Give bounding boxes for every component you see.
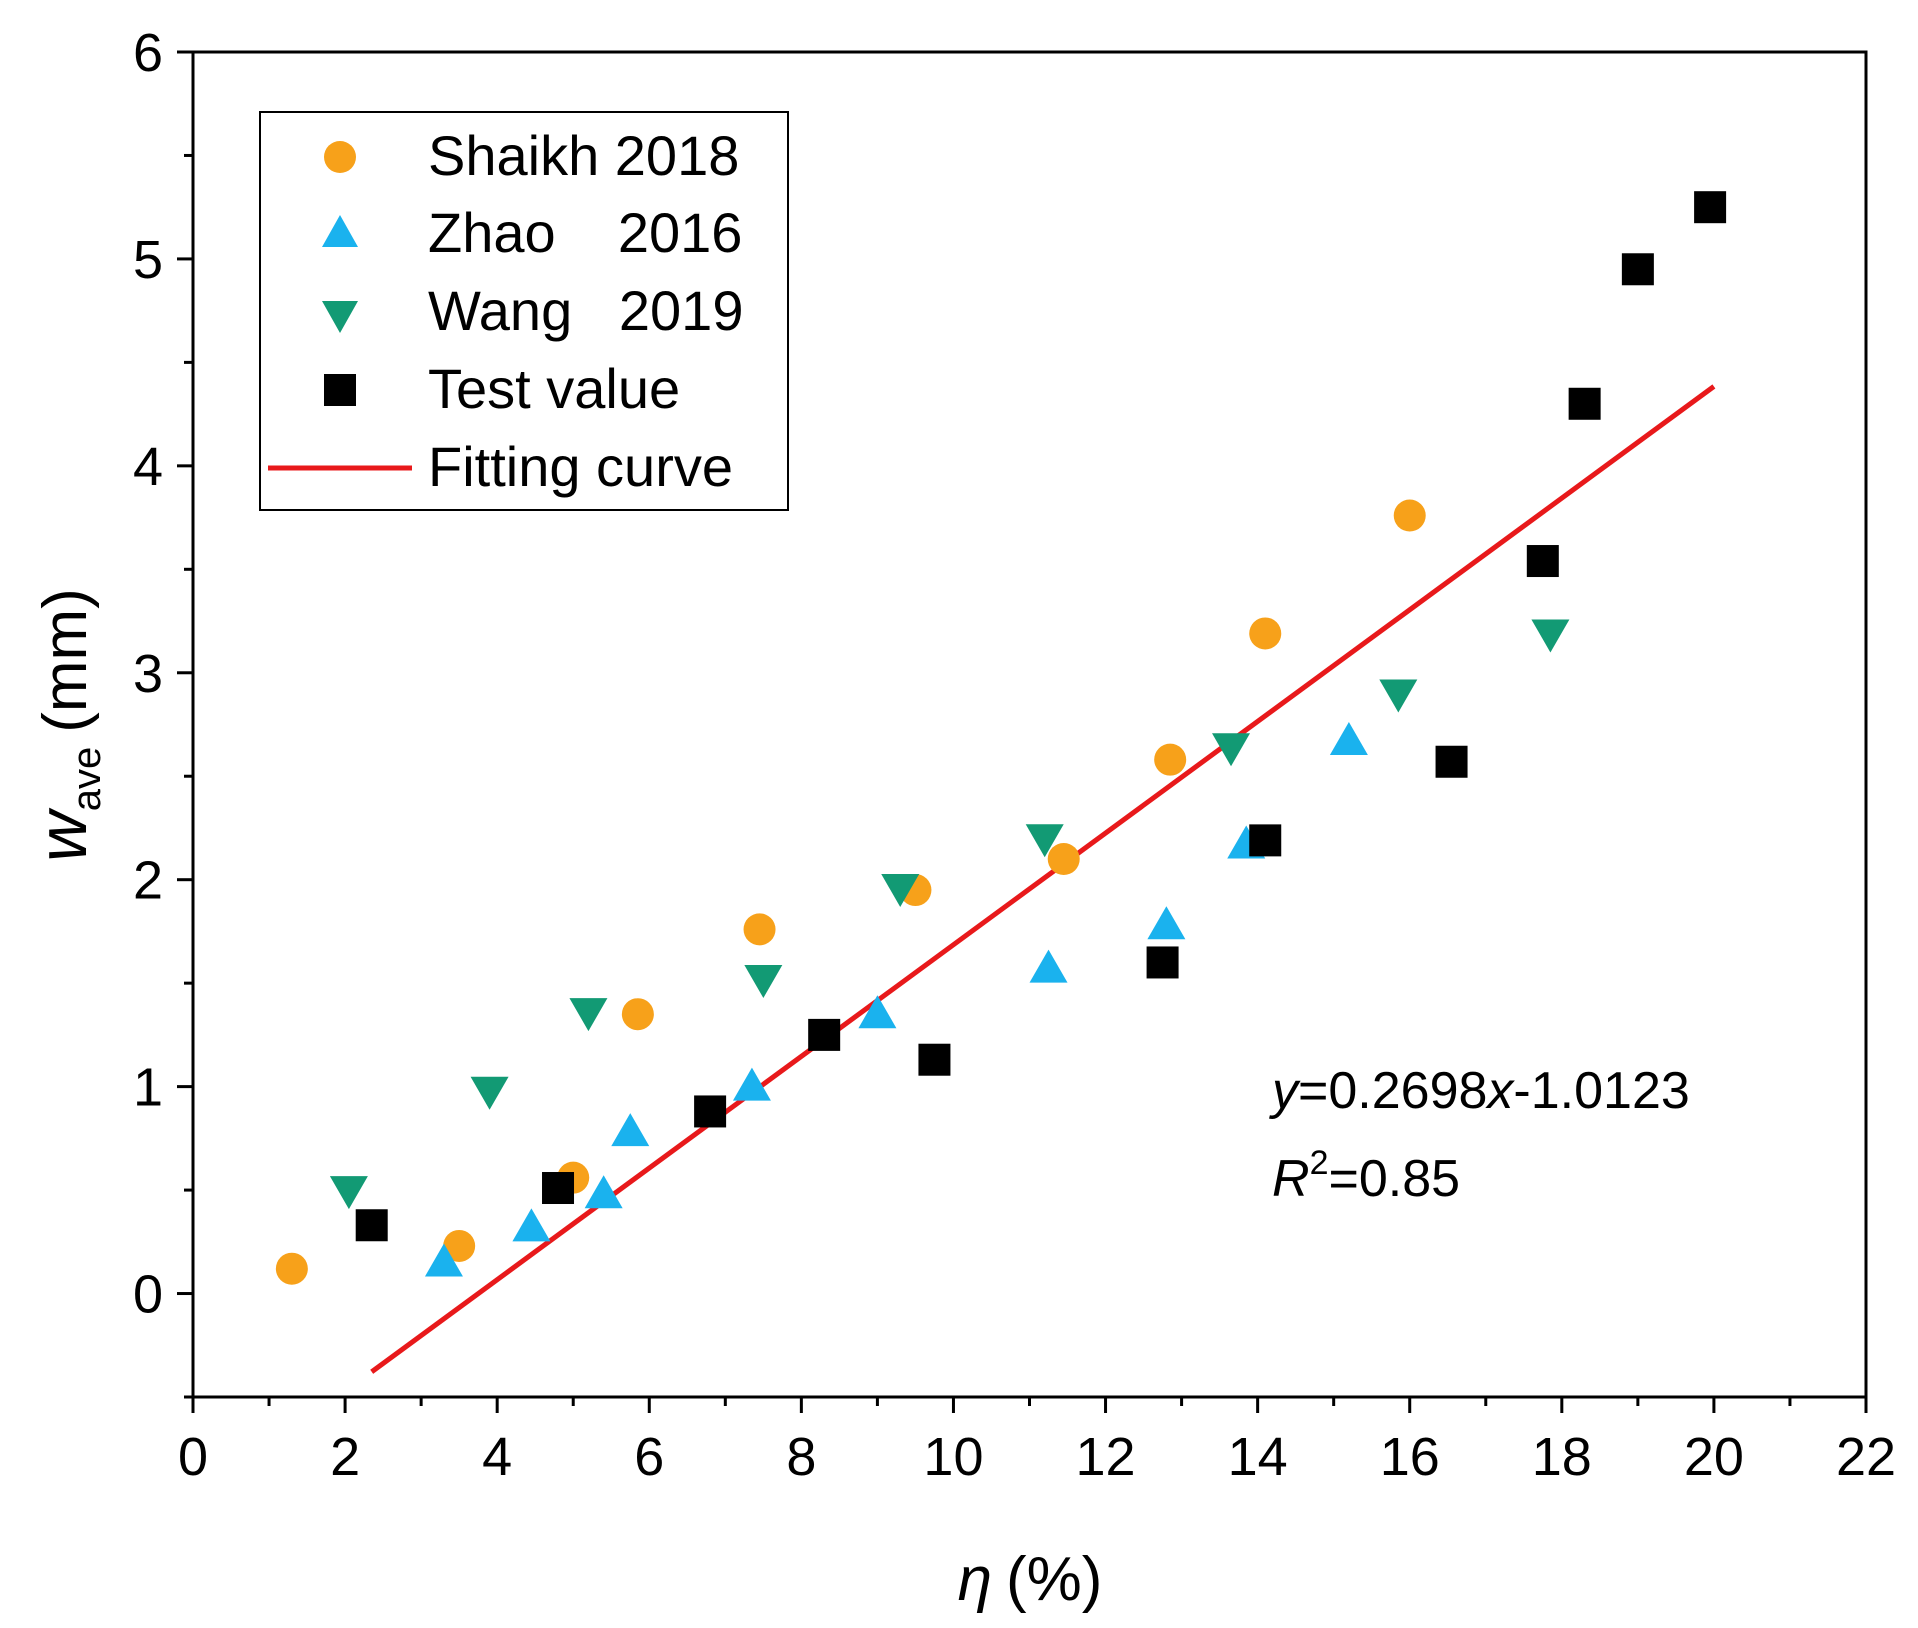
- point-test-0: [355, 1209, 388, 1242]
- point-shaikh-8: [1249, 617, 1282, 650]
- x-tick-label-8: 8: [786, 1427, 816, 1487]
- x-tick-label-10: 10: [923, 1427, 983, 1487]
- legend-marker-wang: [322, 301, 358, 333]
- point-test-1: [542, 1172, 575, 1205]
- x-tick-label-14: 14: [1228, 1427, 1288, 1487]
- y-tick-label-3: 3: [133, 644, 163, 704]
- legend: Shaikh 2018 Zhao 2016 Wang 2019 Test val…: [259, 111, 789, 511]
- point-zhao-9: [1329, 722, 1368, 756]
- point-wang-7: [1379, 679, 1418, 713]
- legend-label-zhao: Zhao 2016: [428, 201, 742, 264]
- x-tick-label-0: 0: [178, 1427, 208, 1487]
- point-test-2: [694, 1095, 727, 1128]
- point-wang-4: [881, 873, 920, 907]
- y-tick-label-0: 0: [133, 1265, 163, 1325]
- point-shaikh-1: [443, 1229, 476, 1262]
- y-tick-label-1: 1: [133, 1058, 163, 1118]
- legend-label-test: Test value: [428, 357, 680, 420]
- x-tick-label-20: 20: [1684, 1427, 1744, 1487]
- legend-marker-zhao: [322, 215, 358, 247]
- x-axis-title: η (%): [958, 1545, 1103, 1614]
- point-wang-3: [744, 965, 783, 999]
- point-test-11: [1694, 191, 1727, 224]
- x-tick-label-22: 22: [1836, 1427, 1896, 1487]
- legend-marker-test: [324, 374, 356, 406]
- fit-equation-annotation: y=0.2698x-1.0123 R2=0.85: [1269, 1062, 1690, 1208]
- point-wang-1: [470, 1076, 509, 1110]
- legend-marker-shaikh: [324, 141, 356, 173]
- point-test-3: [808, 1018, 841, 1051]
- y-tick-label-6: 6: [133, 23, 163, 83]
- equation-text: y=0.2698x-1.0123: [1269, 1062, 1690, 1120]
- point-test-7: [1435, 745, 1468, 778]
- point-zhao-3: [611, 1113, 650, 1147]
- y-tick-label-4: 4: [133, 437, 163, 497]
- point-wang-0: [329, 1176, 368, 1210]
- x-tick-label-12: 12: [1076, 1427, 1136, 1487]
- y-axis-title: wave(mm): [23, 588, 109, 862]
- point-zhao-7: [1147, 906, 1186, 940]
- data-series-layer: [275, 191, 1727, 1285]
- point-test-8: [1526, 545, 1559, 578]
- y-tick-label-5: 5: [133, 230, 163, 290]
- point-zhao-2: [584, 1175, 623, 1209]
- point-zhao-0: [424, 1243, 463, 1277]
- point-zhao-4: [732, 1067, 771, 1101]
- point-wang-8: [1531, 619, 1570, 653]
- point-shaikh-4: [743, 913, 776, 946]
- point-shaikh-3: [621, 998, 654, 1031]
- y-tick-label-2: 2: [133, 851, 163, 911]
- point-wang-5: [1025, 824, 1064, 858]
- x-tick-label-2: 2: [330, 1427, 360, 1487]
- legend-label-wang: Wang 2019: [428, 279, 743, 342]
- r-squared-text: R2=0.85: [1272, 1144, 1460, 1208]
- legend-label-fit: Fitting curve: [428, 435, 733, 498]
- point-wang-2: [569, 998, 608, 1032]
- point-test-6: [1249, 824, 1282, 857]
- point-test-4: [918, 1043, 951, 1076]
- x-tick-label-4: 4: [482, 1427, 512, 1487]
- point-shaikh-6: [1047, 843, 1080, 875]
- point-zhao-5: [858, 995, 897, 1029]
- point-test-5: [1146, 946, 1179, 979]
- point-test-9: [1568, 387, 1601, 420]
- point-shaikh-9: [1393, 499, 1426, 532]
- x-tick-label-18: 18: [1532, 1427, 1592, 1487]
- point-test-10: [1621, 253, 1654, 286]
- point-shaikh-7: [1154, 743, 1187, 776]
- fitting-curve-line: [370, 384, 1716, 1374]
- point-shaikh-0: [275, 1252, 308, 1285]
- point-wang-6: [1212, 733, 1251, 767]
- x-tick-label-16: 16: [1380, 1427, 1440, 1487]
- point-zhao-6: [1029, 949, 1068, 983]
- point-zhao-1: [512, 1208, 551, 1242]
- x-tick-label-6: 6: [634, 1427, 664, 1487]
- legend-label-shaikh: Shaikh 2018: [428, 124, 739, 187]
